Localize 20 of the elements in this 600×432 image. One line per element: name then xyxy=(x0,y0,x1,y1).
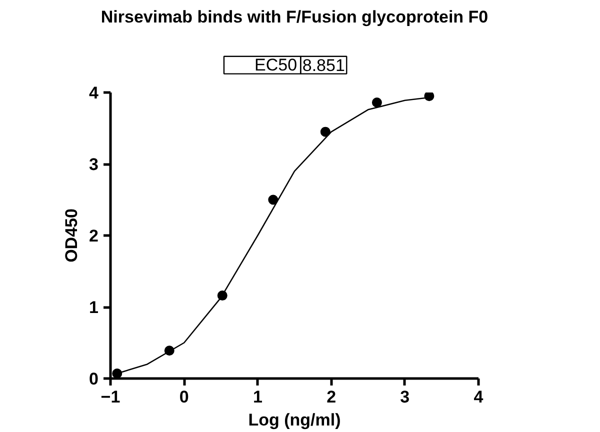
y-tick-label: 3 xyxy=(89,155,99,174)
text: EC50 xyxy=(254,56,298,75)
x-tick-label: 3 xyxy=(400,388,410,406)
chart-title: Nirsevimab binds with F/Fusion glycoprotein F0 xyxy=(100,8,488,26)
x-tick-label: 1 xyxy=(252,388,262,406)
point xyxy=(372,98,382,108)
x-tick-label: 2 xyxy=(326,388,336,406)
y-tick-label: 1 xyxy=(89,298,99,317)
x-tick-label: 0 xyxy=(179,388,189,406)
point xyxy=(424,92,434,102)
y-tick-label: 2 xyxy=(89,226,99,246)
point xyxy=(268,194,278,205)
y-tick-label: 0 xyxy=(89,370,99,388)
text: 8.851 xyxy=(302,56,345,76)
x-tick-label: 4 xyxy=(474,388,484,406)
y-axis-title: OD450 xyxy=(62,208,82,262)
x-axis-title: Log (ng/ml) xyxy=(248,410,341,430)
x-tick-label: −1 xyxy=(100,388,120,406)
y-tick-label: 4 xyxy=(89,84,100,102)
point xyxy=(320,126,330,137)
